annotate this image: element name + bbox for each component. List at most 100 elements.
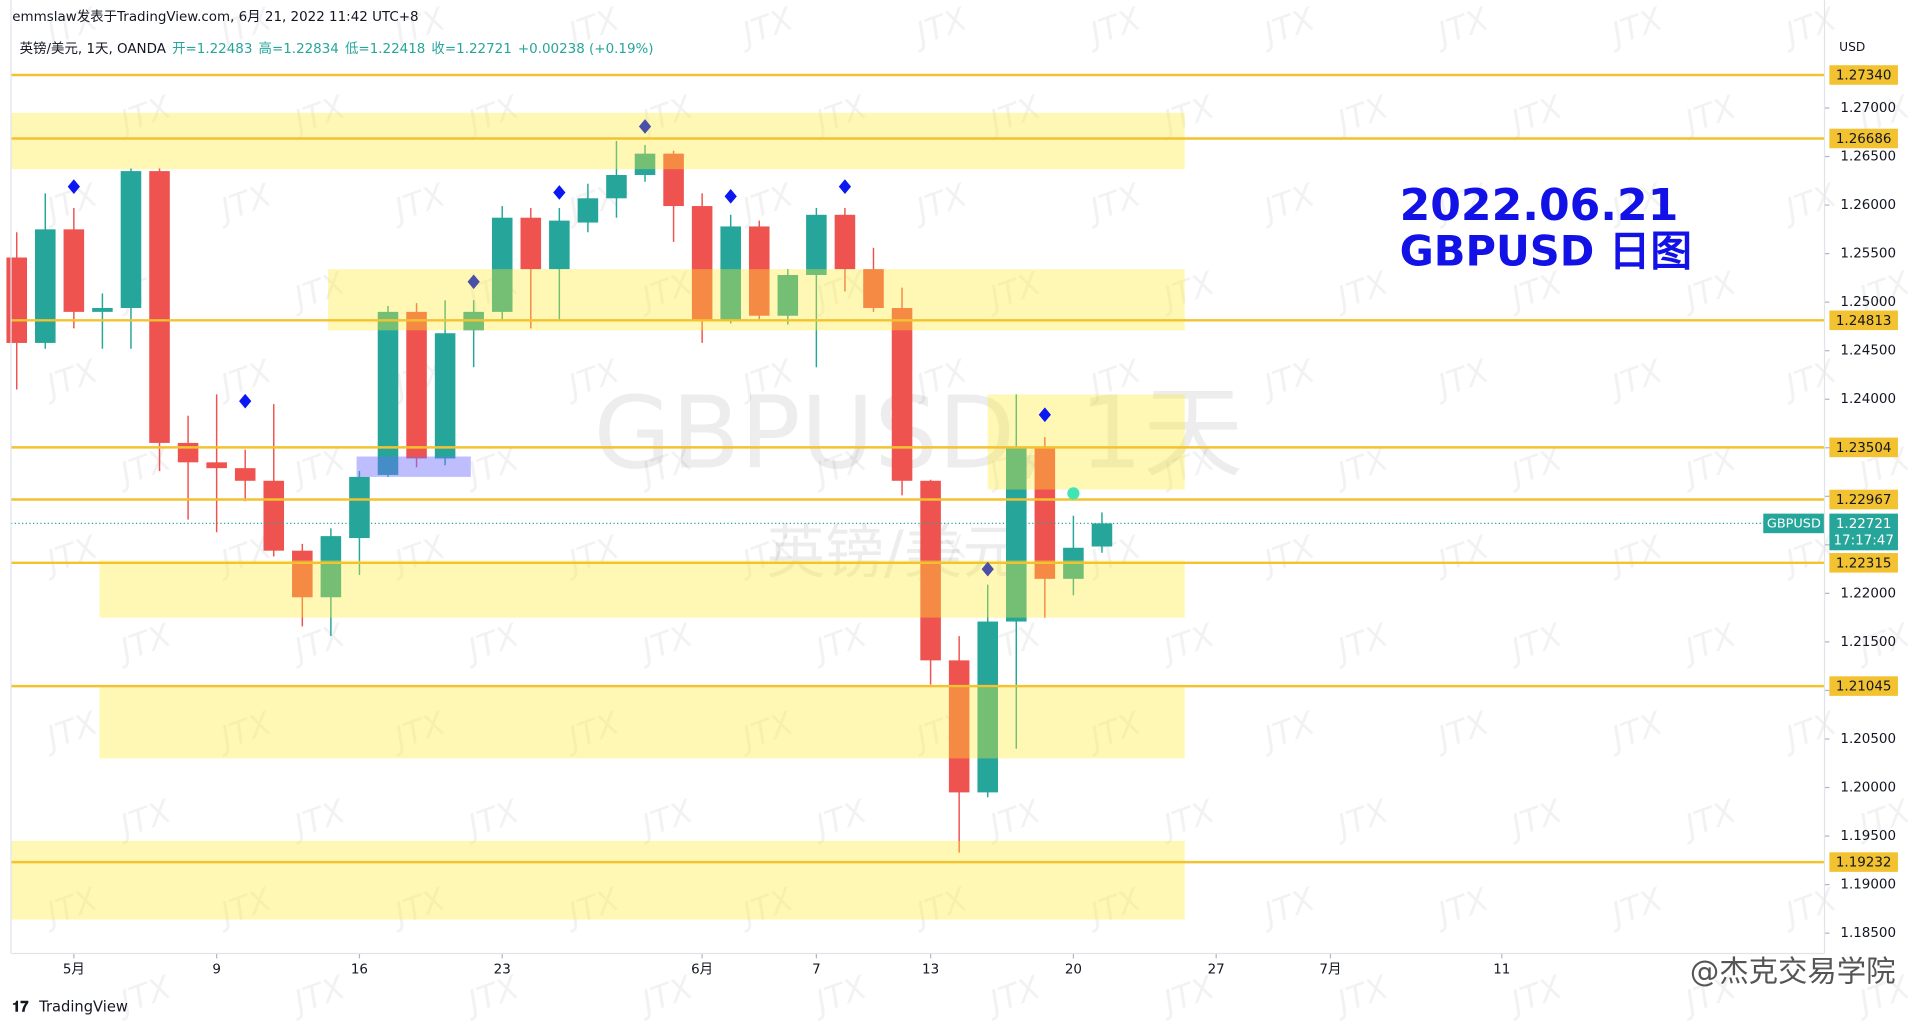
candle-body: [1091, 523, 1113, 547]
y-tick-label: 1.19500: [1840, 829, 1896, 844]
legend-item: 低=1.22418: [345, 41, 425, 57]
candle-body: [1034, 446, 1056, 579]
candle-body: [520, 217, 542, 270]
header: emmslaw发表于TradingView.com, 6月 21, 2022 1…: [12, 9, 418, 25]
candle-body: [377, 311, 399, 475]
level-label: 1.19232: [1836, 856, 1892, 871]
marker: [1067, 487, 1080, 500]
marker: [838, 179, 852, 194]
candle-body: [606, 174, 627, 199]
currency: USD: [1839, 40, 1865, 54]
overlay-layer: 1.18500 1.19000 1.19500 1.20000 1.20500 1.210…: [11, 40, 1898, 977]
countdown-label: 17:17:47: [1833, 534, 1893, 549]
annotation: GBPUSD 日图: [1400, 226, 1692, 275]
watermark: 英镑/美元: [766, 517, 1021, 586]
x-tick-label: 5月: [63, 962, 85, 977]
candle-body: [634, 153, 656, 175]
x-tick-label: 7月: [1319, 962, 1341, 977]
y-tick-label: 1.24500: [1840, 344, 1896, 359]
y-tick-label: 1.18500: [1840, 926, 1896, 941]
y-tick-label: 1.26500: [1840, 150, 1896, 165]
y-tick-label: 1.20500: [1840, 732, 1896, 747]
y-tick-label: 1.26000: [1840, 198, 1896, 213]
marker: [724, 189, 737, 204]
candle-body: [863, 269, 884, 308]
brand-logo: 𝟏𝟕: [12, 998, 29, 1015]
x-tick-label: 11: [1493, 962, 1510, 977]
candle-body: [806, 214, 827, 275]
candle-body: [349, 476, 370, 539]
candle-body: [663, 153, 684, 207]
candle-body: [92, 307, 113, 312]
level-label: 1.24813: [1836, 314, 1892, 329]
candle-body: [777, 274, 799, 316]
x-tick-label: 27: [1208, 962, 1225, 977]
candle-body: [834, 214, 856, 270]
x-tick-label: 9: [212, 962, 221, 977]
level-label: 1.21045: [1836, 680, 1892, 695]
zone: [99, 687, 1185, 759]
y-tick-label: 1.27000: [1840, 101, 1896, 116]
y-tick-label: 1.25500: [1840, 247, 1896, 262]
level-tag: [1829, 65, 1898, 85]
candle-body: [35, 229, 56, 343]
x-tick-label: 16: [351, 962, 368, 977]
candle-body: [234, 468, 256, 481]
legend-item: 英镑/美元, 1天, OANDA: [20, 40, 167, 57]
level-label: 1.27340: [1836, 69, 1892, 84]
legend-item: 开=1.22483: [172, 42, 252, 57]
candle-body: [63, 229, 85, 312]
legend-item: 高=1.22834: [259, 40, 339, 57]
level-tag: [1829, 489, 1898, 510]
x-tick-label: 13: [922, 962, 939, 977]
level-label: 1.22315: [1836, 556, 1892, 571]
candle-body: [206, 462, 227, 469]
candle-body: [6, 257, 28, 343]
annotation: 2022.06.21: [1400, 180, 1679, 231]
price-label: 1.22721: [1836, 517, 1892, 532]
candle-body: [977, 621, 999, 793]
marker: [67, 179, 80, 194]
candle-body: [120, 171, 142, 308]
y-tick-label: 1.20000: [1840, 781, 1896, 796]
symbol-label: GBPUSD: [1767, 517, 1821, 532]
zone: [11, 112, 1185, 170]
symbol-tag: [1763, 513, 1825, 534]
y-tick-label: 1.21500: [1840, 635, 1896, 650]
candle-body: [891, 307, 913, 481]
level-tag: [1829, 676, 1898, 696]
level-label: 1.26686: [1836, 132, 1892, 147]
candle-body: [491, 217, 513, 312]
candle-body: [434, 333, 456, 459]
candle-body: [549, 220, 570, 270]
level-tag: [1829, 310, 1898, 331]
candle-body: [920, 480, 941, 661]
candle-body: [149, 171, 170, 443]
legend-item: 收=1.22721: [431, 41, 511, 57]
legend-item: +0.00238 (+0.19%): [518, 42, 654, 57]
marker: [553, 185, 566, 200]
x-tick-label: 6月: [691, 962, 713, 977]
candle-body: [577, 198, 599, 223]
zone: [11, 840, 1185, 920]
watermark: GBPUSD, 1天: [593, 374, 1243, 491]
zone: [356, 456, 471, 477]
level-tag: [1829, 128, 1898, 149]
price-tag: [1829, 513, 1898, 551]
y-tick-label: 1.19000: [1840, 878, 1896, 893]
x-tick-label: 7: [812, 962, 821, 977]
candle-body: [406, 311, 427, 459]
y-tick-label: 1.22000: [1840, 586, 1896, 601]
candle-body: [177, 442, 199, 463]
x-tick-label: 23: [494, 962, 511, 977]
y-tick-label: 1.25000: [1840, 295, 1896, 310]
zone: [987, 394, 1185, 490]
level-label: 1.22967: [1836, 493, 1892, 508]
credit: @杰克交易学院: [1690, 955, 1896, 989]
candle-body: [1006, 446, 1027, 622]
brand: TradingView: [38, 998, 128, 1015]
candle-body: [263, 480, 285, 551]
